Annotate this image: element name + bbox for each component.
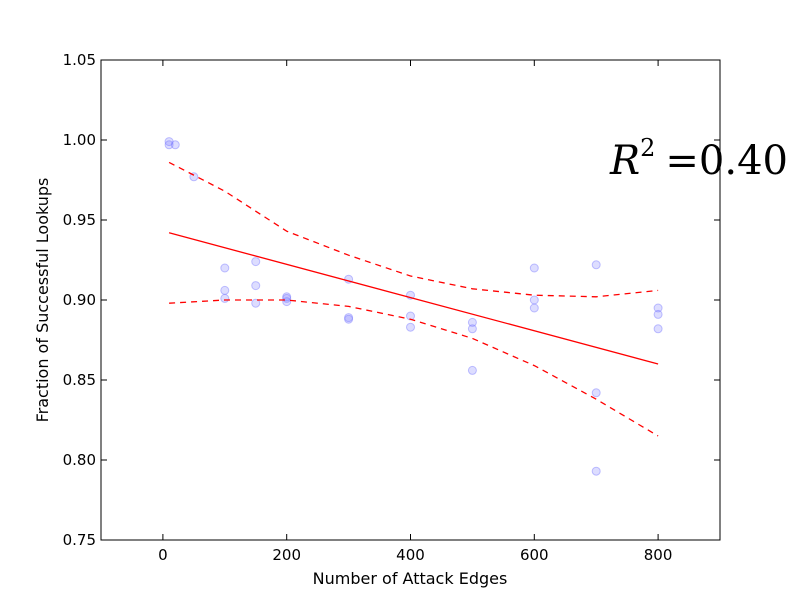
data-point bbox=[529, 295, 539, 305]
confidence-lower-line bbox=[169, 299, 659, 437]
regression-line bbox=[168, 232, 659, 365]
axis-ticks: 0 200 400 600 800 0.75 0.80 0.85 0.90 0.95 1.00 1.0… bbox=[63, 51, 720, 564]
fit-lines bbox=[168, 161, 659, 437]
y-tick-label: 0.95 bbox=[63, 211, 96, 229]
r-squared-annotation: R2 =0.40 bbox=[609, 134, 788, 184]
r2-symbol: R bbox=[609, 138, 640, 184]
data-point bbox=[406, 311, 415, 321]
data-point bbox=[591, 388, 601, 398]
data-point bbox=[653, 309, 663, 319]
y-axis-label: Fraction of Successful Lookups bbox=[33, 178, 52, 423]
y-tick-label: 0.75 bbox=[63, 531, 96, 549]
data-point bbox=[170, 140, 180, 150]
r2-equals: = bbox=[665, 138, 699, 184]
data-point bbox=[220, 285, 230, 295]
data-point bbox=[164, 140, 174, 150]
confidence-upper-line bbox=[168, 161, 659, 298]
data-point bbox=[282, 297, 292, 307]
r2-exponent: 2 bbox=[640, 134, 655, 162]
x-tick-label: 200 bbox=[272, 546, 301, 564]
x-axis-label: Number of Attack Edges bbox=[313, 569, 508, 588]
x-tick-label: 400 bbox=[396, 546, 425, 564]
x-tick-label: 0 bbox=[158, 546, 168, 564]
data-point bbox=[467, 365, 477, 375]
data-point bbox=[251, 257, 261, 267]
data-point bbox=[653, 324, 663, 334]
y-tick-label: 0.80 bbox=[63, 451, 96, 469]
y-tick-label: 0.85 bbox=[63, 371, 96, 389]
data-point bbox=[251, 298, 261, 308]
data-point bbox=[591, 466, 601, 476]
y-tick-label: 1.00 bbox=[63, 131, 96, 149]
data-point bbox=[282, 292, 292, 302]
x-tick-label: 600 bbox=[520, 546, 549, 564]
data-point bbox=[344, 314, 354, 324]
data-point bbox=[529, 303, 539, 313]
data-point bbox=[467, 324, 477, 334]
plot-area bbox=[101, 60, 720, 540]
r2-value: 0.40 bbox=[699, 138, 788, 184]
data-point bbox=[220, 263, 230, 273]
x-tick-label: 800 bbox=[644, 546, 673, 564]
data-point bbox=[406, 322, 415, 332]
y-tick-label: 0.90 bbox=[63, 291, 96, 309]
data-point bbox=[344, 313, 354, 323]
data-point bbox=[653, 303, 663, 313]
data-point bbox=[164, 137, 174, 147]
data-point bbox=[251, 281, 261, 291]
y-tick-label: 1.05 bbox=[63, 51, 96, 69]
data-point bbox=[591, 260, 601, 270]
data-points bbox=[164, 137, 663, 476]
data-point bbox=[467, 317, 477, 327]
data-point bbox=[529, 263, 539, 273]
data-point bbox=[220, 293, 230, 303]
